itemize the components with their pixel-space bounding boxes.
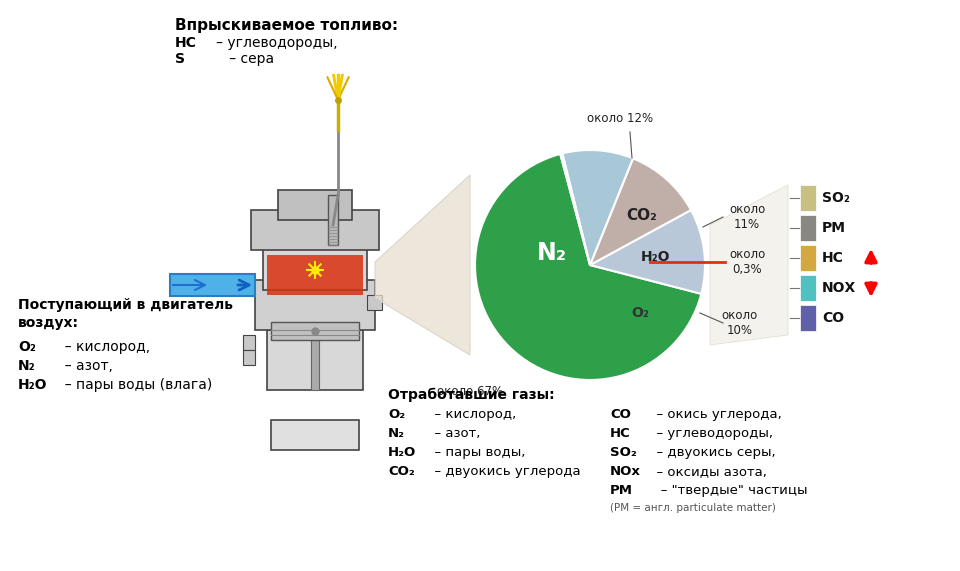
Bar	[271, 420, 359, 450]
Text: HC: HC	[610, 427, 631, 440]
Text: около
11%: около 11%	[729, 203, 765, 231]
Text: – "твердые" частицы: – "твердые" частицы	[648, 484, 807, 497]
Polygon shape	[375, 175, 470, 355]
Text: около 67%: около 67%	[437, 385, 503, 398]
Text: SO₂: SO₂	[822, 191, 850, 205]
Wedge shape	[590, 158, 691, 265]
Bar	[800, 245, 816, 271]
Text: – сера: – сера	[203, 52, 275, 66]
Text: около
10%: около 10%	[722, 309, 758, 337]
Text: HC: HC	[822, 251, 844, 265]
Text: – кислород,: – кислород,	[56, 340, 150, 354]
Text: CO₂: CO₂	[388, 465, 415, 478]
Bar	[263, 240, 367, 290]
Bar	[267, 330, 363, 390]
Text: – двуокись углерода: – двуокись углерода	[426, 465, 581, 478]
Bar	[800, 305, 816, 331]
Text: – кислород,: – кислород,	[426, 408, 516, 421]
Bar	[251, 210, 379, 250]
Bar	[255, 280, 375, 330]
Text: CO: CO	[822, 311, 844, 325]
Text: – углеводороды,: – углеводороды,	[648, 427, 773, 440]
Text: HC: HC	[175, 36, 197, 50]
Bar	[800, 215, 816, 241]
Bar	[800, 275, 816, 301]
Text: – азот,: – азот,	[56, 359, 113, 373]
Text: NOХ: NOХ	[822, 281, 856, 295]
Bar	[170, 274, 255, 296]
Text: – оксиды азота,: – оксиды азота,	[648, 465, 767, 478]
Text: N₂: N₂	[537, 241, 567, 265]
Text: PM: PM	[822, 221, 846, 235]
Text: – окись углерода,: – окись углерода,	[648, 408, 781, 421]
Text: Поступающий в двигатель
воздух:: Поступающий в двигатель воздух:	[18, 298, 233, 330]
Text: N₂: N₂	[388, 427, 405, 440]
Text: H₂O: H₂O	[640, 250, 670, 264]
Bar	[328, 195, 338, 245]
Text: N₂: N₂	[18, 359, 36, 373]
Text: – пары воды,: – пары воды,	[426, 446, 525, 459]
Text: O₂: O₂	[388, 408, 405, 421]
Text: H₂O: H₂O	[18, 378, 47, 392]
Text: O₂: O₂	[631, 306, 649, 320]
Text: PM: PM	[610, 484, 633, 497]
Text: NOх: NOх	[610, 465, 641, 478]
Text: CO: CO	[610, 408, 631, 421]
Text: Отработавшие газы:: Отработавшие газы:	[388, 388, 555, 403]
Text: – углеводороды,: – углеводороды,	[203, 36, 338, 50]
Text: S: S	[175, 52, 185, 66]
Wedge shape	[590, 210, 705, 294]
Bar	[243, 335, 255, 350]
Wedge shape	[561, 154, 590, 265]
Bar	[267, 255, 363, 295]
Text: (PM = англ. particulate matter): (PM = англ. particulate matter)	[610, 503, 776, 513]
Text: – двуокись серы,: – двуокись серы,	[648, 446, 776, 459]
Bar	[367, 295, 382, 310]
Text: CO₂: CO₂	[627, 207, 658, 223]
Text: H₂O: H₂O	[388, 446, 417, 459]
Bar	[243, 350, 255, 365]
Text: около 12%: около 12%	[587, 112, 653, 125]
Bar	[800, 185, 816, 211]
Wedge shape	[475, 154, 702, 380]
Bar	[271, 322, 359, 340]
Text: Впрыскиваемое топливо:: Впрыскиваемое топливо:	[175, 18, 398, 33]
Text: – азот,: – азот,	[426, 427, 480, 440]
Wedge shape	[563, 150, 633, 265]
Text: SO₂: SO₂	[610, 446, 636, 459]
Text: – пары воды (влага): – пары воды (влага)	[56, 378, 212, 392]
Bar	[311, 340, 319, 390]
Bar	[278, 190, 352, 220]
Text: около
0,3%: около 0,3%	[729, 248, 765, 276]
Text: O₂: O₂	[18, 340, 36, 354]
Polygon shape	[710, 185, 788, 345]
